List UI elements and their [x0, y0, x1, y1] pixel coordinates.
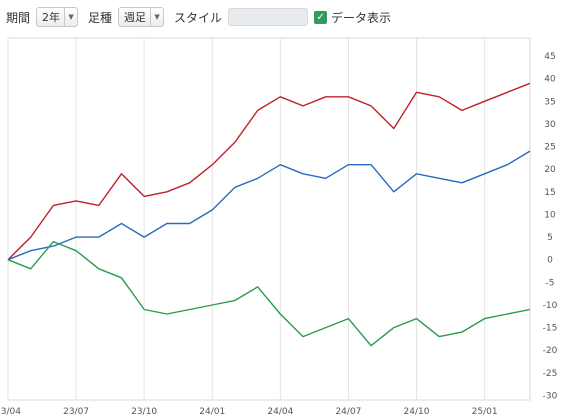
series-line-1 [7, 82, 531, 261]
chevron-down-icon: ▼ [64, 8, 77, 26]
y-tick-label: -25 [543, 369, 558, 379]
y-tick-label: -20 [543, 346, 558, 356]
line-chart: 23/04 23/07 23/10 24/01 24/04 24/07 24/10 25/01… [0, 37, 558, 417]
y-tick-label: 10 [544, 210, 556, 220]
data-display-checkbox[interactable]: ✓ [314, 10, 328, 24]
period-label: 期間 [6, 10, 31, 25]
x-tick-label: 24/10 [404, 407, 430, 417]
bar-type-label: 足種 [88, 10, 113, 25]
chevron-down-icon: ▼ [150, 8, 163, 26]
y-tick-label: 25 [544, 143, 555, 153]
y-tick-label: 5 [547, 233, 553, 243]
y-tick-label: 20 [544, 165, 556, 175]
series-line-3 [7, 240, 531, 347]
bar-type-select-value: 週足 [124, 11, 147, 24]
style-input[interactable] [228, 8, 309, 26]
y-tick-label: 35 [544, 97, 555, 107]
y-tick-label: 40 [544, 75, 556, 85]
x-tick-label: 24/07 [335, 407, 361, 417]
plot-frame [7, 37, 531, 401]
y-tick-label: -30 [543, 391, 558, 401]
period-select-value: 2年 [42, 11, 61, 24]
chart-toolbar: 期間 2年 ▼ 足種 週足 ▼ スタイル ✓ データ表示 [0, 0, 567, 34]
y-tick-label: -5 [546, 278, 555, 288]
y-tick-label: -10 [543, 301, 558, 311]
data-display-label: データ表示 [331, 10, 392, 25]
y-tick-label: -15 [543, 324, 558, 334]
x-tick-label: 23/10 [131, 407, 157, 417]
x-tick-label: 23/07 [63, 407, 89, 417]
y-tick-label: 15 [544, 188, 555, 198]
x-tick-label: 25/01 [472, 407, 498, 417]
style-label: スタイル [174, 10, 223, 25]
series-line-2 [7, 150, 531, 261]
y-tick-label: 30 [544, 120, 556, 130]
x-tick-label: 24/01 [199, 407, 225, 417]
y-tick-label: 45 [544, 52, 555, 62]
period-select[interactable]: 2年 ▼ [36, 7, 79, 27]
x-tick-label: 23/04 [0, 407, 21, 417]
bar-type-select[interactable]: 週足 ▼ [118, 7, 165, 27]
y-tick-label: 0 [547, 256, 553, 266]
x-tick-label: 24/04 [267, 407, 293, 417]
